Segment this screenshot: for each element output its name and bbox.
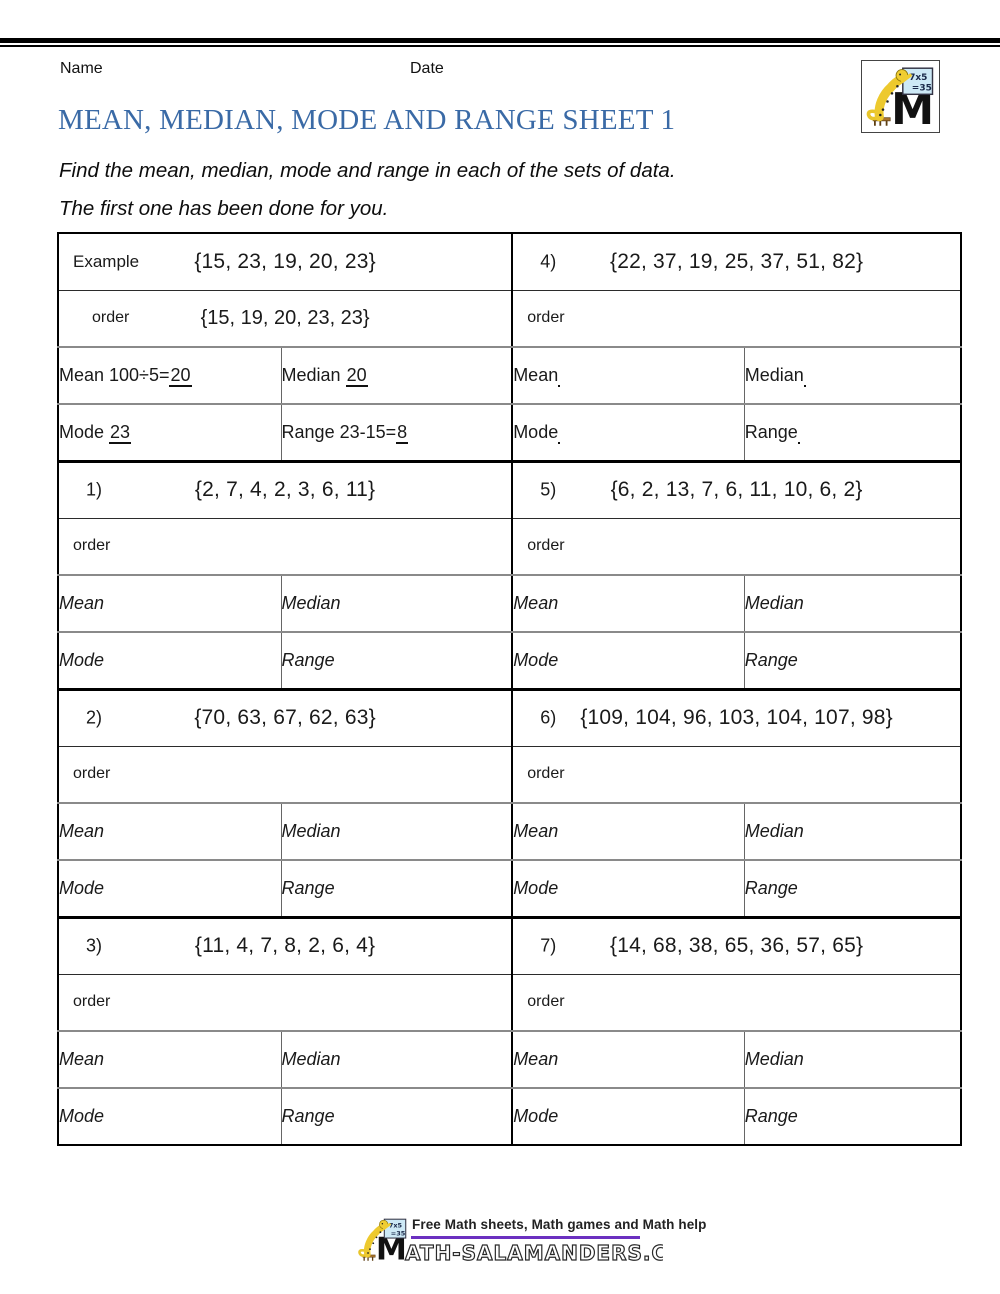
order-cell: order bbox=[512, 518, 961, 576]
block-label: 5) bbox=[540, 479, 557, 500]
block-label: 3) bbox=[86, 935, 103, 956]
data-set: {70, 63, 67, 62, 63} bbox=[194, 706, 376, 729]
order-cell: order bbox=[58, 518, 514, 576]
data-set: {11, 4, 7, 8, 2, 6, 4} bbox=[194, 934, 376, 957]
mode-answer bbox=[558, 421, 561, 444]
block-label: 2) bbox=[86, 707, 103, 728]
data-set-cell: 7) {14, 68, 38, 65, 36, 57, 65} bbox=[512, 917, 961, 975]
mode-cell: Mode bbox=[512, 1088, 745, 1145]
instruction-line-1: Find the mean, median, mode and range in… bbox=[59, 159, 676, 182]
data-set: {6, 2, 13, 7, 6, 11, 10, 6, 2} bbox=[610, 478, 863, 501]
order-label: order bbox=[73, 765, 111, 783]
block-label: 4) bbox=[540, 251, 557, 272]
median-cell: Median bbox=[281, 575, 514, 633]
order-cell: order bbox=[512, 974, 961, 1032]
order-cell: order bbox=[512, 290, 961, 348]
order-cell: order bbox=[512, 746, 961, 804]
name-label: Name bbox=[60, 60, 103, 77]
mode-cell: Mode bbox=[512, 632, 745, 691]
data-set-cell: 1) {2, 7, 4, 2, 3, 6, 11} bbox=[58, 461, 514, 519]
ordered-set: {15, 19, 20, 23, 23} bbox=[200, 306, 370, 329]
range-answer bbox=[797, 421, 800, 444]
range-cell: Range bbox=[744, 860, 961, 919]
block-label: 1) bbox=[86, 479, 103, 500]
mean-answer bbox=[558, 365, 561, 387]
order-label: order bbox=[527, 537, 565, 555]
mean-cell: Mean bbox=[58, 1031, 282, 1089]
mean-cell: Mean bbox=[512, 1031, 745, 1089]
block-label: 7) bbox=[540, 935, 557, 956]
worksheet-table: Example {15, 23, 19, 20, 23} 4) {22, 37,… bbox=[57, 232, 962, 1146]
footer-purple-rule bbox=[411, 1236, 640, 1239]
order-label: order bbox=[92, 309, 130, 327]
salamander-easel-icon bbox=[865, 64, 937, 130]
order-label: order bbox=[73, 537, 111, 555]
order-cell: order {15, 19, 20, 23, 23} bbox=[58, 290, 514, 348]
range-cell: Range bbox=[281, 860, 514, 919]
header-logo-box bbox=[861, 60, 940, 133]
median-cell: Median bbox=[744, 1031, 961, 1089]
data-set: {14, 68, 38, 65, 36, 57, 65} bbox=[610, 934, 864, 957]
median-cell: Median bbox=[744, 347, 961, 405]
range-cell: Range bbox=[281, 632, 514, 691]
data-set: {22, 37, 19, 25, 37, 51, 82} bbox=[610, 249, 864, 273]
mean-cell: Mean bbox=[512, 803, 745, 861]
data-set: {2, 7, 4, 2, 3, 6, 11} bbox=[194, 478, 376, 501]
data-set-cell: 3) {11, 4, 7, 8, 2, 6, 4} bbox=[58, 917, 514, 975]
order-cell: order bbox=[58, 746, 514, 804]
range-cell: Range bbox=[281, 1088, 514, 1145]
data-set-cell: 2) {70, 63, 67, 62, 63} bbox=[58, 689, 514, 747]
order-label: order bbox=[527, 309, 565, 327]
order-label: order bbox=[73, 993, 111, 1011]
mean-cell: Mean bbox=[512, 347, 745, 405]
data-set: {109, 104, 96, 103, 104, 107, 98} bbox=[580, 706, 893, 729]
mode-cell: Mode bbox=[512, 860, 745, 919]
median-cell: Median 20 bbox=[281, 347, 514, 405]
median-answer: 20 bbox=[345, 365, 368, 387]
block-label: Example bbox=[73, 251, 140, 271]
data-set-cell: 5) {6, 2, 13, 7, 6, 11, 10, 6, 2} bbox=[512, 461, 961, 519]
footer-tagline: Free Math sheets, Math games and Math he… bbox=[412, 1217, 707, 1232]
data-set-cell: 4) {22, 37, 19, 25, 37, 51, 82} bbox=[512, 233, 961, 291]
block-label: 6) bbox=[540, 707, 557, 728]
mean-cell: Mean bbox=[58, 575, 282, 633]
mode-cell: Mode bbox=[58, 632, 282, 691]
median-cell: Median bbox=[744, 575, 961, 633]
page-top-rule bbox=[0, 38, 1000, 47]
mode-cell: Mode bbox=[58, 860, 282, 919]
date-label: Date bbox=[410, 60, 444, 77]
mean-cell: Mean bbox=[58, 803, 282, 861]
range-cell: Range bbox=[744, 404, 961, 463]
footer-wordmark: ATH-SALAMANDERS.COM bbox=[404, 1240, 663, 1265]
mean-cell: Mean bbox=[512, 575, 745, 633]
mode-answer: 23 bbox=[109, 421, 132, 444]
page-title: MEAN, MEDIAN, MODE AND RANGE SHEET 1 bbox=[58, 104, 676, 136]
instruction-line-2: The first one has been done for you. bbox=[59, 197, 389, 220]
data-set: {15, 23, 19, 20, 23} bbox=[194, 249, 376, 273]
median-answer bbox=[803, 365, 806, 387]
mode-cell: Mode bbox=[58, 1088, 282, 1145]
order-label: order bbox=[527, 993, 565, 1011]
footer-salamander-icon bbox=[357, 1215, 409, 1265]
median-cell: Median bbox=[744, 803, 961, 861]
svg-text:ATH-SALAMANDERS.COM: ATH-SALAMANDERS.COM bbox=[405, 1241, 663, 1265]
median-cell: Median bbox=[281, 803, 514, 861]
data-set-cell: 6) {109, 104, 96, 103, 104, 107, 98} bbox=[512, 689, 961, 747]
mean-cell: Mean 100÷5=20 bbox=[58, 347, 282, 405]
mode-cell: Mode 23 bbox=[58, 404, 282, 463]
range-answer: 8 bbox=[396, 421, 409, 444]
order-label: order bbox=[527, 765, 565, 783]
range-cell: Range 23-15=8 bbox=[281, 404, 514, 463]
mode-cell: Mode bbox=[512, 404, 745, 463]
median-cell: Median bbox=[281, 1031, 514, 1089]
range-cell: Range bbox=[744, 632, 961, 691]
data-set-cell: Example {15, 23, 19, 20, 23} bbox=[58, 233, 514, 291]
range-cell: Range bbox=[744, 1106, 798, 1126]
order-cell: order bbox=[58, 974, 514, 1032]
mean-answer: 20 bbox=[169, 365, 192, 387]
